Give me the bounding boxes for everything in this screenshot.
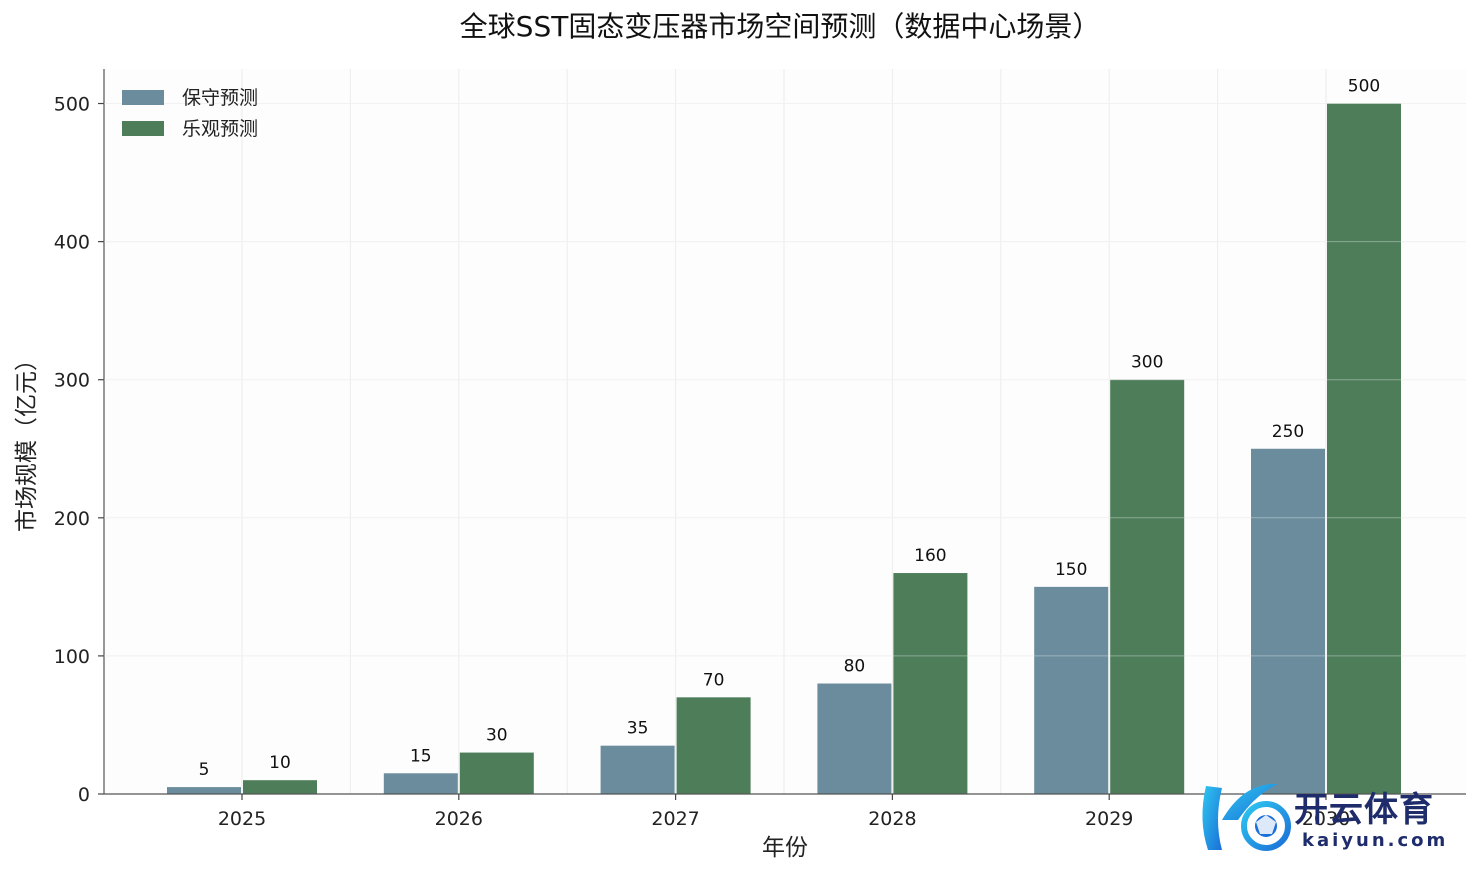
legend-label: 乐观预测	[182, 118, 258, 140]
data-label: 500	[1348, 77, 1380, 97]
data-label: 70	[703, 670, 725, 690]
bar	[1034, 586, 1109, 794]
x-tick-label: 2029	[1085, 808, 1133, 830]
data-label: 30	[486, 726, 508, 746]
data-label: 15	[410, 746, 432, 766]
y-tick-label: 0	[78, 784, 90, 806]
data-label: 10	[269, 753, 291, 773]
plot-area	[104, 69, 1466, 794]
y-tick-label: 400	[54, 232, 90, 254]
y-tick-label: 100	[54, 646, 90, 668]
x-axis-label: 年份	[762, 835, 808, 861]
x-tick-label: 2030	[1302, 808, 1350, 830]
x-tick-label: 2026	[435, 808, 483, 830]
x-tick-label: 2025	[218, 808, 266, 830]
bar	[1327, 103, 1401, 795]
bar	[167, 787, 241, 794]
data-label: 160	[914, 546, 946, 566]
bar	[817, 683, 892, 794]
y-tick-label: 200	[54, 508, 90, 530]
bar	[676, 697, 751, 794]
legend-swatch	[122, 90, 164, 105]
y-axis-label: 市场规模（亿元）	[14, 348, 40, 532]
watermark-brand-cn: 开云体育	[1294, 790, 1434, 830]
watermark-brand-en: kaiyun.com	[1302, 830, 1449, 851]
data-labels: 5 15 35 80 150 250 10 30 70 160 300 500	[104, 77, 1466, 780]
data-label: 150	[1055, 560, 1087, 580]
bar	[383, 773, 458, 794]
axes: 0 100 200 300 400 500 2025 2026 2027 2028 2029 2030	[54, 69, 1466, 830]
watermark: 开云体育 kaiyun.com	[1192, 776, 1472, 860]
legend-label: 保守预测	[182, 87, 258, 109]
legend-swatch	[122, 121, 164, 136]
data-label: 80	[844, 657, 866, 677]
y-tick-label: 500	[54, 94, 90, 116]
kaiyun-logo-icon	[1202, 783, 1291, 851]
bar	[459, 752, 534, 794]
x-tick-label: 2027	[651, 808, 699, 830]
x-tick-label: 2028	[868, 808, 916, 830]
bar	[1110, 379, 1185, 794]
bar	[1251, 448, 1325, 794]
bar	[243, 780, 317, 794]
data-label: 35	[627, 719, 649, 739]
data-label: 250	[1272, 422, 1304, 442]
bar	[600, 745, 675, 794]
bar	[893, 573, 968, 794]
bars	[167, 103, 1401, 795]
chart-title: 全球SST固态变压器市场空间预测（数据中心场景）	[460, 10, 1101, 43]
data-label: 5	[199, 760, 210, 780]
grid-lines	[104, 69, 1466, 794]
data-label: 300	[1131, 353, 1163, 373]
y-tick-label: 300	[54, 370, 90, 392]
